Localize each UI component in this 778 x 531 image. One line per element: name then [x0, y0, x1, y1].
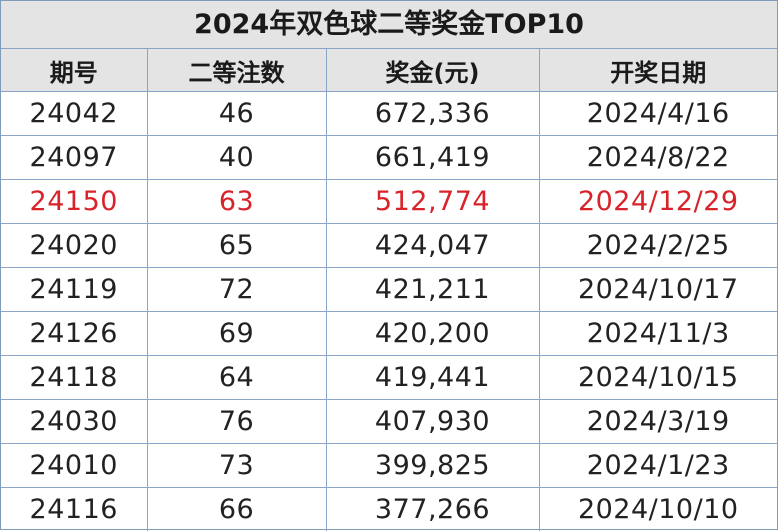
header-row: 期号 二等注数 奖金(元) 开奖日期	[1, 49, 777, 92]
cell-issue: 24042	[1, 92, 147, 136]
cell-prize: 399,825	[326, 444, 539, 488]
cell-date: 2024/1/23	[539, 444, 777, 488]
cell-prize: 419,441	[326, 356, 539, 400]
cell-prize: 512,774	[326, 180, 539, 224]
cell-winners: 66	[147, 488, 326, 531]
cell-date: 2024/4/16	[539, 92, 777, 136]
cell-prize: 661,419	[326, 136, 539, 180]
cell-issue: 24020	[1, 224, 147, 268]
cell-winners: 73	[147, 444, 326, 488]
cell-date: 2024/3/19	[539, 400, 777, 444]
cell-issue: 24119	[1, 268, 147, 312]
header-prize: 奖金(元)	[326, 49, 539, 92]
cell-winners: 69	[147, 312, 326, 356]
cell-date: 2024/10/15	[539, 356, 777, 400]
cell-date: 2024/8/22	[539, 136, 777, 180]
cell-winners: 65	[147, 224, 326, 268]
cell-issue: 24097	[1, 136, 147, 180]
cell-winners: 64	[147, 356, 326, 400]
cell-winners: 76	[147, 400, 326, 444]
cell-winners: 63	[147, 180, 326, 224]
cell-winners: 72	[147, 268, 326, 312]
cell-prize: 424,047	[326, 224, 539, 268]
table-title: 2024年双色球二等奖金TOP10	[1, 1, 777, 49]
cell-issue: 24118	[1, 356, 147, 400]
cell-issue: 24010	[1, 444, 147, 488]
cell-prize: 377,266	[326, 488, 539, 531]
cell-date: 2024/2/25	[539, 224, 777, 268]
cell-issue: 24116	[1, 488, 147, 531]
cell-winners: 40	[147, 136, 326, 180]
cell-prize: 421,211	[326, 268, 539, 312]
header-date: 开奖日期	[539, 49, 777, 92]
cell-date: 2024/11/3	[539, 312, 777, 356]
cell-date: 2024/12/29	[539, 180, 777, 224]
cell-issue: 24126	[1, 312, 147, 356]
cell-winners: 46	[147, 92, 326, 136]
cell-issue: 24030	[1, 400, 147, 444]
header-issue: 期号	[1, 49, 147, 92]
cell-date: 2024/10/17	[539, 268, 777, 312]
header-winners: 二等注数	[147, 49, 326, 92]
cell-issue: 24150	[1, 180, 147, 224]
cell-prize: 420,200	[326, 312, 539, 356]
cell-prize: 407,930	[326, 400, 539, 444]
cell-prize: 672,336	[326, 92, 539, 136]
cell-date: 2024/10/10	[539, 488, 777, 531]
